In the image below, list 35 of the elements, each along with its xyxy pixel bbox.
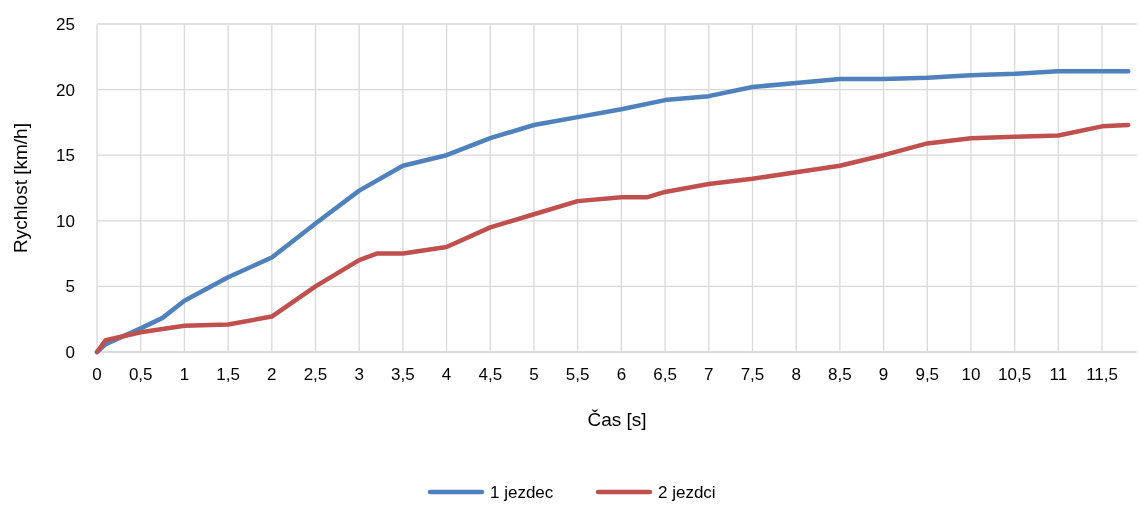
x-tick-label: 8,5 bbox=[828, 365, 852, 384]
y-tick-label: 15 bbox=[56, 146, 75, 166]
x-tick-label: 6 bbox=[616, 365, 627, 384]
x-tick-label: 1,5 bbox=[216, 365, 240, 384]
x-tick-label: 9,5 bbox=[915, 365, 940, 384]
y-tick-label: 10 bbox=[56, 211, 75, 231]
legend-label: 1 jezdec bbox=[490, 482, 554, 502]
x-tick-label: 1 bbox=[179, 365, 190, 384]
x-tick-label: 3 bbox=[354, 365, 364, 384]
x-axis-title: Čas [s] bbox=[587, 409, 647, 430]
x-tick-label: 2 bbox=[267, 365, 277, 384]
x-tick-label: 7,5 bbox=[740, 365, 765, 384]
x-tick-label: 11 bbox=[1049, 365, 1068, 384]
y-tick-label: 0 bbox=[65, 342, 75, 362]
x-tick-label: 4,5 bbox=[478, 365, 503, 384]
x-tick-label: 10 bbox=[961, 365, 981, 384]
x-tick-label: 2,5 bbox=[303, 365, 328, 384]
legend-label: 2 jezdci bbox=[658, 482, 716, 502]
x-tick-label: 8 bbox=[791, 365, 801, 384]
x-tick-label: 5,5 bbox=[565, 365, 590, 384]
x-tick-label: 10,5 bbox=[998, 365, 1032, 384]
y-axis-title: Rychlost [km/h] bbox=[10, 123, 31, 253]
y-tick-label: 5 bbox=[65, 277, 75, 297]
x-tick-label: 0,5 bbox=[128, 365, 153, 384]
line-series bbox=[94, 122, 1131, 355]
y-tick-label: 25 bbox=[56, 14, 75, 34]
x-tick-label: 6,5 bbox=[653, 365, 677, 384]
x-tick-label: 9 bbox=[878, 365, 889, 384]
x-tick-label: 0 bbox=[92, 365, 102, 384]
x-tick-label: 4 bbox=[441, 365, 452, 384]
y-tick-label: 20 bbox=[56, 80, 75, 100]
x-tick-label: 7 bbox=[704, 365, 714, 384]
x-tick-label: 5 bbox=[529, 365, 539, 384]
x-tick-label: 3,5 bbox=[391, 365, 415, 384]
x-tick-label: 11,5 bbox=[1086, 365, 1118, 384]
